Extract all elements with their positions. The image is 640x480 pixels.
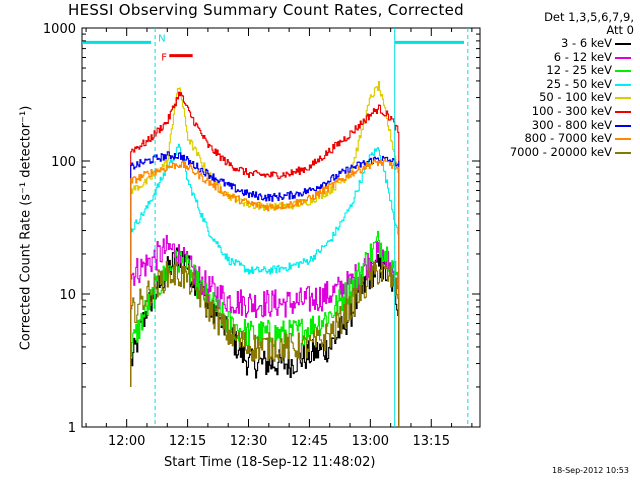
legend-item: 3 - 6 keV: [484, 36, 634, 51]
legend-detector-header: Det 1,3,5,6,7,9,: [544, 10, 634, 24]
legend-item-label: 800 - 7000 keV: [524, 131, 612, 146]
y-tick-label: 100: [51, 155, 76, 170]
legend-attenuator-header: Att 0: [606, 23, 634, 37]
y-tick-label: 10: [59, 288, 76, 303]
legend-swatch: [615, 97, 631, 100]
legend-swatch: [615, 124, 631, 127]
legend-item: 50 - 100 keV: [484, 91, 634, 105]
series-line-12-25-kev: [130, 230, 400, 427]
legend-item-label: 300 - 800 keV: [531, 117, 612, 132]
legend-swatch: [615, 70, 631, 73]
legend-item: 25 - 50 keV: [484, 76, 634, 92]
legend-item-label: 25 - 50 keV: [546, 76, 612, 91]
legend-item-label: 50 - 100 keV: [539, 90, 612, 105]
legend: Det 1,3,5,6,7,9, Att 0 3 - 6 keV 6 - 12 k…: [484, 11, 634, 159]
legend-item: 12 - 25 keV: [484, 64, 634, 78]
series-line-3-6-kev: [130, 247, 400, 427]
legend-swatch: [615, 56, 631, 59]
legend-item: 6 - 12 keV: [484, 49, 634, 65]
legend-item-label: 7000 - 20000 keV: [509, 144, 612, 159]
series-line-100-300-kev: [130, 91, 400, 427]
legend-swatch: [615, 151, 631, 154]
series-line-50-100-kev: [130, 81, 400, 427]
night-flag-label: N: [158, 33, 165, 44]
chart-title: HESSI Observing Summary Count Rates, Cor…: [68, 1, 464, 19]
legend-item: 300 - 800 keV: [484, 117, 634, 133]
series-line-300-800-kev: [130, 151, 400, 427]
legend-item-label: 6 - 12 keV: [553, 49, 612, 64]
legend-item-label: 100 - 300 keV: [531, 103, 612, 118]
flare-flag-label: F: [161, 53, 167, 64]
x-tick-label: 12:30: [230, 434, 267, 449]
legend-item: 100 - 300 keV: [484, 103, 634, 119]
x-tick-label: 12:00: [108, 434, 145, 449]
legend-item: 800 - 7000 keV: [484, 132, 634, 146]
y-tick-label: 1000: [43, 22, 76, 37]
x-tick-label: 13:00: [352, 434, 389, 449]
series-line-7000-20000-kev: [130, 260, 400, 427]
legend-item-label: 3 - 6 keV: [561, 36, 612, 50]
generation-timestamp: 18-Sep-2012 10:53: [552, 466, 629, 475]
y-tick-label: 1: [68, 421, 76, 436]
x-tick-label: 12:15: [169, 434, 206, 449]
legend-swatch: [615, 83, 631, 86]
x-tick-label: 13:15: [413, 434, 450, 449]
legend-item-label: 12 - 25 keV: [546, 63, 612, 78]
plot-frame: [81, 27, 481, 428]
x-axis-label: Start Time (18-Sep-12 11:48:02): [164, 455, 376, 470]
y-axis-label: Corrected Count Rate (s⁻¹ detector⁻¹): [18, 105, 34, 351]
x-tick-label: 12:45: [291, 434, 328, 449]
series-line-800-7000-kev: [130, 158, 400, 427]
legend-swatch: [615, 43, 631, 45]
legend-item: 7000 - 20000 keV: [484, 144, 634, 160]
legend-swatch: [615, 138, 631, 141]
legend-swatch: [615, 110, 631, 113]
